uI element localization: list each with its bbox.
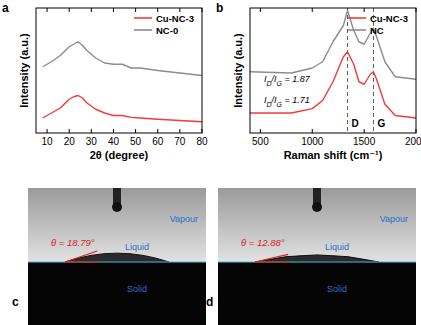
panel-label: d	[206, 295, 213, 309]
tangent-line	[65, 251, 97, 262]
x-tick-label: 2000	[405, 136, 421, 147]
series-line	[43, 42, 202, 76]
baseline	[28, 261, 206, 262]
x-tick	[179, 129, 180, 133]
x-tick	[260, 129, 261, 133]
panel-label: b	[216, 1, 223, 15]
x-tick-top	[416, 8, 417, 12]
x-tick	[416, 129, 417, 133]
x-tick-top	[157, 8, 158, 12]
y-axis-label: Intensity (a.u.)	[232, 33, 244, 108]
liquid-label: Liquid	[125, 242, 149, 252]
x-tick	[47, 129, 48, 133]
x-tick-label: 60	[152, 136, 164, 147]
peak-label: G	[377, 118, 385, 129]
x-tick-top	[47, 8, 48, 12]
legend-swatch	[134, 17, 152, 19]
ratio-label: ID/IG = 1.71	[264, 95, 310, 108]
plot-frame	[250, 8, 416, 133]
x-tick	[69, 129, 70, 133]
x-tick-label: 500	[252, 136, 269, 147]
x-tick-label: 1500	[353, 136, 376, 147]
photo-c: θ = 18.79° Vapour Liquid Solid	[28, 188, 206, 325]
plot-frame	[36, 8, 202, 133]
series-line	[43, 96, 202, 122]
y-axis-label: Intensity (a.u.)	[18, 33, 30, 108]
x-tick-label: 80	[196, 136, 208, 147]
x-tick-top	[312, 8, 313, 12]
x-tick-top	[202, 8, 203, 12]
chart-a: a 10 20 30 40 50 60 70 80 2θ (degree) Intensity (a…	[2, 1, 208, 161]
needle-drop	[312, 202, 322, 212]
x-tick-top	[260, 8, 261, 12]
solid-label: Solid	[327, 284, 347, 294]
peak-line	[347, 8, 348, 133]
legend-swatch	[134, 29, 152, 31]
needle	[313, 188, 321, 204]
baseline	[218, 261, 416, 262]
x-tick	[312, 129, 313, 133]
series-line	[250, 52, 416, 118]
needle	[113, 188, 121, 204]
x-tick-top	[179, 8, 180, 12]
series-line	[250, 11, 416, 80]
x-tick-label: 70	[174, 136, 186, 147]
x-tick-label: 40	[108, 136, 120, 147]
x-tick	[364, 129, 365, 133]
legend-label: Cu-NC-3	[156, 13, 194, 24]
vapour-background	[218, 188, 416, 262]
liquid-label: Liquid	[325, 242, 349, 252]
x-tick-top	[91, 8, 92, 12]
x-tick-top	[364, 8, 365, 12]
x-tick-label: 20	[64, 136, 76, 147]
x-tick	[113, 129, 114, 133]
vapour-label: Vapour	[380, 214, 408, 224]
photo-d: θ = 12.88° Vapour Liquid Solid	[218, 188, 416, 325]
x-tick	[91, 129, 92, 133]
tangent-line	[255, 254, 288, 262]
legend-swatch	[348, 29, 366, 31]
droplet	[65, 253, 169, 262]
panel-label: c	[12, 295, 19, 309]
x-axis-label: 2θ (degree)	[90, 149, 149, 161]
needle-drop	[112, 202, 122, 212]
plot-lines	[250, 11, 416, 119]
droplet	[255, 255, 379, 262]
solid-label: Solid	[127, 284, 147, 294]
peak-label: D	[352, 118, 359, 129]
angle-base	[65, 262, 99, 263]
x-tick-top	[113, 8, 114, 12]
x-tick-label: 50	[130, 136, 142, 147]
x-tick-label: 1000	[301, 136, 324, 147]
x-axis-label: Raman shift (cm⁻¹)	[284, 149, 383, 161]
x-tick-label: 10	[42, 136, 54, 147]
legend-label: Cu-NC-3	[370, 13, 408, 24]
legend-swatch	[348, 17, 366, 19]
x-tick-label: 30	[86, 136, 98, 147]
x-tick	[202, 129, 203, 133]
chart-b: b 500 1000 1500 2000 Raman shift (cm⁻¹) Intens…	[216, 1, 421, 161]
angle-base	[255, 262, 289, 263]
x-tick-top	[69, 8, 70, 12]
figure: a 10 20 30 40 50 60 70 80 2θ (degree) Intensity (a…	[0, 0, 421, 325]
x-tick-top	[135, 8, 136, 12]
angle-label: θ = 18.79°	[51, 237, 95, 248]
legend-label: NC	[370, 25, 384, 36]
solid-background	[28, 262, 206, 325]
x-tick	[135, 129, 136, 133]
legend-label: NC-0	[156, 25, 178, 36]
ratio-label: ID/IG = 1.87	[264, 74, 311, 87]
vapour-label: Vapour	[170, 214, 198, 224]
solid-background	[218, 262, 416, 325]
panel-label: a	[2, 1, 9, 15]
x-tick	[157, 129, 158, 133]
angle-label: θ = 12.88°	[241, 237, 285, 248]
vapour-background	[28, 188, 206, 262]
plot-lines	[43, 42, 202, 122]
